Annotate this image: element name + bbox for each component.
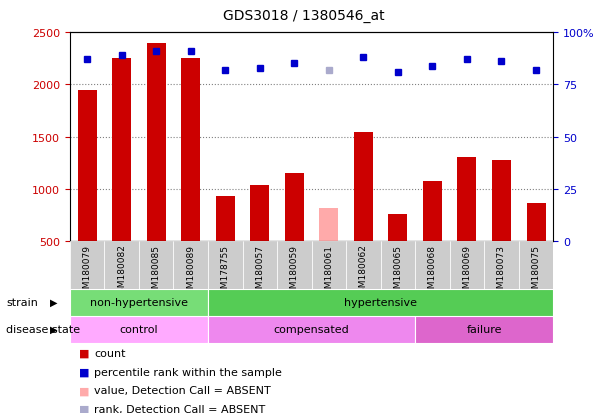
Text: percentile rank within the sample: percentile rank within the sample — [94, 367, 282, 377]
Bar — [423, 181, 442, 294]
Text: GSM180057: GSM180057 — [255, 244, 264, 299]
Text: compensated: compensated — [274, 324, 350, 335]
Bar — [208, 289, 553, 316]
Bar — [346, 242, 381, 289]
Text: ■: ■ — [79, 385, 89, 395]
Text: GSM180073: GSM180073 — [497, 244, 506, 299]
Text: GSM180062: GSM180062 — [359, 244, 368, 299]
Text: GDS3018 / 1380546_at: GDS3018 / 1380546_at — [223, 9, 385, 23]
Text: ■: ■ — [79, 404, 89, 413]
Text: count: count — [94, 348, 126, 358]
Bar — [381, 242, 415, 289]
Bar — [311, 242, 346, 289]
Bar — [519, 242, 553, 289]
Bar — [415, 242, 450, 289]
Text: strain: strain — [6, 297, 38, 308]
Text: GSM180089: GSM180089 — [186, 244, 195, 299]
Bar — [208, 242, 243, 289]
Bar — [216, 197, 235, 294]
Bar — [285, 174, 304, 294]
Bar — [70, 289, 208, 316]
Text: GSM180079: GSM180079 — [83, 244, 92, 299]
Text: disease state: disease state — [6, 324, 80, 335]
Text: non-hypertensive: non-hypertensive — [90, 297, 188, 308]
Text: GSM180059: GSM180059 — [290, 244, 299, 299]
Bar — [173, 242, 208, 289]
Bar — [147, 43, 166, 294]
Text: GSM180075: GSM180075 — [531, 244, 541, 299]
Bar — [78, 90, 97, 294]
Text: GSM178755: GSM178755 — [221, 244, 230, 299]
Bar — [527, 203, 545, 294]
Bar — [389, 214, 407, 294]
Bar — [208, 316, 415, 343]
Bar — [105, 242, 139, 289]
Text: ▶: ▶ — [50, 324, 58, 335]
Bar — [243, 242, 277, 289]
Text: hypertensive: hypertensive — [344, 297, 417, 308]
Bar — [319, 208, 339, 294]
Text: ■: ■ — [79, 348, 89, 358]
Text: value, Detection Call = ABSENT: value, Detection Call = ABSENT — [94, 385, 271, 395]
Bar — [112, 59, 131, 294]
Bar — [484, 242, 519, 289]
Text: GSM180065: GSM180065 — [393, 244, 402, 299]
Text: GSM180069: GSM180069 — [463, 244, 471, 299]
Bar — [181, 59, 200, 294]
Text: GSM180085: GSM180085 — [152, 244, 161, 299]
Text: rank, Detection Call = ABSENT: rank, Detection Call = ABSENT — [94, 404, 266, 413]
Bar — [492, 160, 511, 294]
Bar — [450, 242, 484, 289]
Bar — [70, 242, 105, 289]
Text: GSM180061: GSM180061 — [324, 244, 333, 299]
Bar — [139, 242, 173, 289]
Bar — [70, 316, 208, 343]
Text: GSM180082: GSM180082 — [117, 244, 126, 299]
Text: ■: ■ — [79, 367, 89, 377]
Bar — [277, 242, 311, 289]
Text: control: control — [120, 324, 158, 335]
Bar — [354, 133, 373, 294]
Bar — [415, 316, 553, 343]
Bar — [457, 157, 477, 294]
Text: ▶: ▶ — [50, 297, 58, 308]
Bar — [250, 185, 269, 294]
Text: GSM180068: GSM180068 — [428, 244, 437, 299]
Text: failure: failure — [466, 324, 502, 335]
